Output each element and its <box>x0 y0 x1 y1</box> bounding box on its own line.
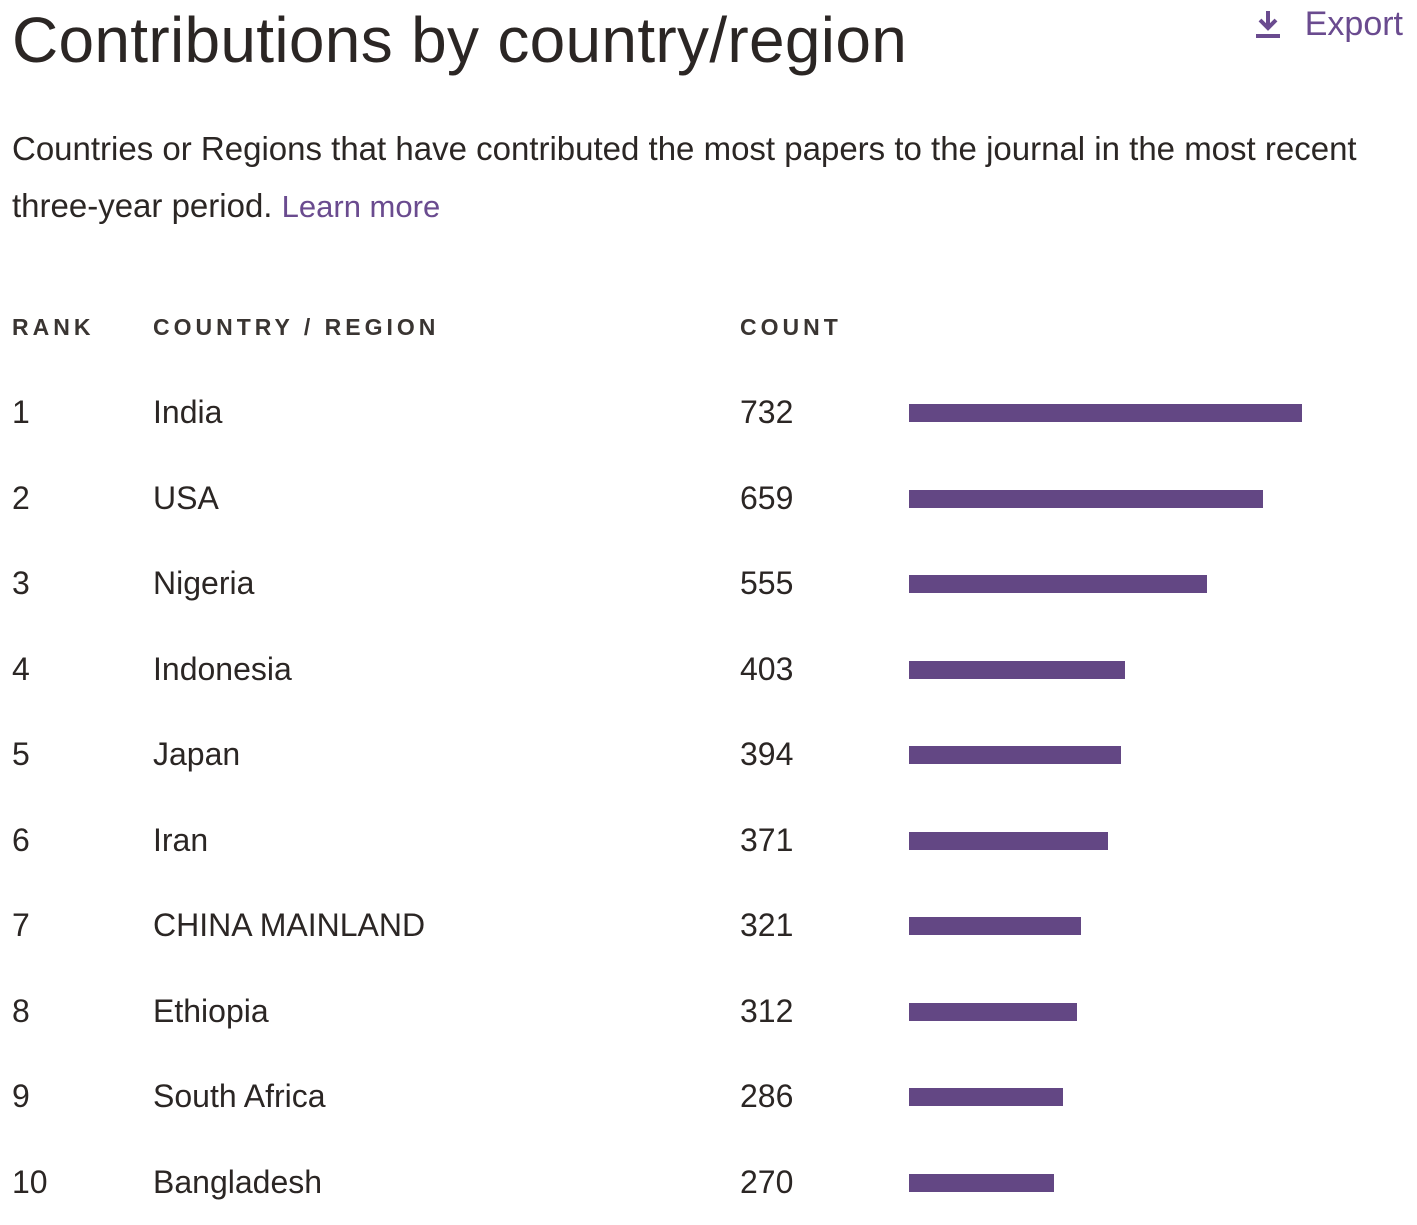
column-header-count: COUNT <box>740 314 842 340</box>
table-row: 7 CHINA MAINLAND 321 <box>0 883 1417 968</box>
count-cell: 555 <box>740 565 794 601</box>
count-cell: 312 <box>740 992 794 1029</box>
country-cell: Bangladesh <box>153 1163 323 1200</box>
country-cell: Ethiopia <box>153 992 269 1029</box>
table-row: 4 Indonesia 403 <box>0 627 1417 712</box>
count-cell: 270 <box>740 1163 794 1200</box>
count-bar <box>909 575 1207 593</box>
country-cell: USA <box>153 479 219 516</box>
count-bar <box>909 489 1263 508</box>
count-cell: 394 <box>740 736 794 772</box>
download-icon <box>1255 11 1280 38</box>
country-cell: CHINA MAINLAND <box>153 907 426 943</box>
column-header-country: COUNTRY / REGION <box>153 314 440 340</box>
learn-more-link[interactable]: Learn more <box>281 189 441 224</box>
table-row: 3 Nigeria 555 <box>0 541 1417 626</box>
table-row: 10 Bangladesh 270 <box>0 1140 1417 1225</box>
count-cell: 286 <box>740 1078 794 1114</box>
count-bar <box>909 917 1082 935</box>
description-text: Countries or Regions that have contribut… <box>12 130 1357 224</box>
rank-cell: 2 <box>12 479 30 516</box>
count-cell: 321 <box>740 907 794 943</box>
count-cell: 371 <box>740 821 794 858</box>
count-bar <box>909 1088 1063 1106</box>
count-bar <box>909 831 1109 850</box>
page-title: Contributions by country/region <box>12 4 908 76</box>
table-row: 6 Iran 371 <box>0 798 1417 883</box>
count-cell: 659 <box>740 479 794 516</box>
count-bar <box>909 746 1121 764</box>
rank-cell: 1 <box>12 394 30 430</box>
table-row: 2 USA 659 <box>0 456 1417 541</box>
country-cell: Nigeria <box>153 565 255 601</box>
count-bar <box>909 1002 1077 1021</box>
country-cell: Iran <box>153 821 209 858</box>
count-bar <box>909 404 1302 422</box>
table-row: 1 India 732 <box>0 370 1417 455</box>
rank-cell: 9 <box>12 1078 30 1114</box>
table-row: 8 Ethiopia 312 <box>0 969 1417 1054</box>
rank-cell: 6 <box>12 821 30 858</box>
description: Countries or Regions that have contribut… <box>12 120 1407 235</box>
rank-cell: 4 <box>12 650 30 687</box>
rank-cell: 10 <box>12 1163 48 1200</box>
table-row: 5 Japan 394 <box>0 712 1417 797</box>
rank-cell: 8 <box>12 992 30 1029</box>
rank-cell: 3 <box>12 565 30 601</box>
country-cell: India <box>153 394 223 430</box>
table-row: 9 South Africa 286 <box>0 1054 1417 1139</box>
export-label: Export <box>1304 5 1403 43</box>
country-cell: South Africa <box>153 1078 326 1114</box>
export-button[interactable]: Export <box>1255 4 1403 44</box>
count-cell: 732 <box>740 394 794 430</box>
rank-cell: 5 <box>12 736 30 772</box>
country-cell: Japan <box>153 736 241 772</box>
rank-cell: 7 <box>12 907 30 943</box>
column-header-rank: RANK <box>12 314 95 340</box>
count-cell: 403 <box>740 650 794 687</box>
count-bar <box>909 660 1126 679</box>
count-bar <box>909 1173 1054 1192</box>
country-cell: Indonesia <box>153 650 292 687</box>
